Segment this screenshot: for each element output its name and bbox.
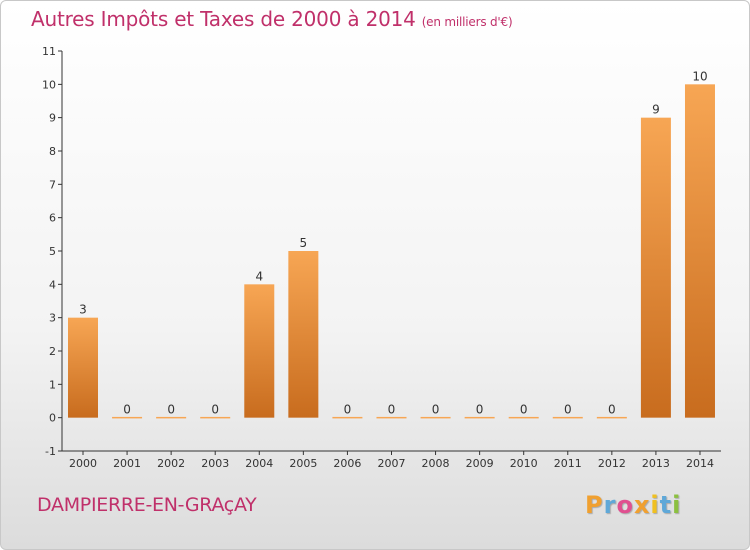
bar-2010: [508, 416, 539, 419]
x-tick-label-2009: 2009: [466, 457, 494, 470]
x-tick-label-2010: 2010: [510, 457, 538, 470]
axis-layer: -1 0 1 2 3 4 5 6 7 8 9 10 11 2000 2001 2002 2003 2004 2005…: [42, 45, 721, 470]
bar-2006: [332, 416, 363, 419]
logo-letter: i: [672, 491, 682, 519]
x-tick-label-2000: 2000: [69, 457, 97, 470]
x-tick-label-2004: 2004: [245, 457, 273, 470]
value-label-2011: 0: [564, 403, 572, 417]
y-tick-label: 1: [49, 378, 56, 391]
logo-letter: r: [603, 491, 617, 519]
bar-2007: [376, 416, 407, 419]
x-tick-label-2012: 2012: [598, 457, 626, 470]
bar-2002: [156, 416, 187, 419]
value-label-2014: 10: [692, 69, 707, 83]
bar-2012: [596, 416, 627, 419]
proxiti-logo[interactable]: Proxiti: [585, 491, 681, 519]
value-label-2007: 0: [388, 403, 396, 417]
chart-title-text: Autres Impôts et Taxes de 2000 à 2014: [31, 7, 416, 31]
bar-2001: [112, 416, 143, 419]
chart-unit: (en milliers d'€): [421, 15, 513, 29]
x-tick-label-2001: 2001: [113, 457, 141, 470]
value-label-2000: 3: [79, 303, 87, 317]
bar-2014: [684, 84, 715, 418]
y-tick-label: 8: [49, 145, 56, 158]
bar-2003: [200, 416, 231, 419]
logo-letter: o: [616, 491, 634, 519]
x-tick-label-2005: 2005: [289, 457, 317, 470]
y-tick-label: 2: [49, 345, 56, 358]
bar-2005: [288, 251, 319, 418]
value-label-2004: 4: [255, 269, 263, 283]
x-tick-label-2007: 2007: [377, 457, 405, 470]
y-tick-label: 6: [49, 212, 56, 225]
bar-2013: [640, 117, 671, 418]
x-tick-label-2008: 2008: [422, 457, 450, 470]
y-tick-label: 11: [42, 45, 56, 58]
bar-2004: [244, 284, 275, 418]
logo-letter: t: [659, 491, 673, 519]
logo-letter: i: [650, 491, 660, 519]
y-tick-label: 0: [49, 412, 56, 425]
value-label-2010: 0: [520, 403, 528, 417]
commune-name: DAMPIERRE-EN-GRAçAY: [37, 494, 257, 516]
y-tick-label: -1: [45, 445, 56, 458]
y-tick-label: 3: [49, 312, 56, 325]
bar-layer: [68, 84, 715, 419]
x-tick-label-2003: 2003: [201, 457, 229, 470]
x-tick-label-2014: 2014: [686, 457, 714, 470]
bar-2009: [464, 416, 495, 419]
value-label-2005: 5: [300, 236, 308, 250]
x-tick-label-2013: 2013: [642, 457, 670, 470]
value-label-2009: 0: [476, 403, 484, 417]
bar-2011: [552, 416, 583, 419]
bar-2008: [420, 416, 451, 419]
value-label-2013: 9: [652, 103, 660, 117]
value-label-2002: 0: [167, 403, 175, 417]
value-label-2001: 0: [123, 403, 131, 417]
y-tick-label: 7: [49, 178, 56, 191]
y-tick-label: 10: [42, 78, 56, 91]
y-tick-label: 4: [49, 278, 56, 291]
value-label-2008: 0: [432, 403, 440, 417]
label-layer: 3 0 0 0 4 5 0 0 0 0 0 0 0 9 10: [79, 69, 707, 416]
y-tick-label: 5: [49, 245, 56, 258]
x-tick-label-2011: 2011: [554, 457, 582, 470]
x-tick-label-2006: 2006: [333, 457, 361, 470]
logo-letter: x: [633, 491, 651, 519]
value-label-2012: 0: [608, 403, 616, 417]
chart-title: Autres Impôts et Taxes de 2000 à 2014 (en…: [31, 7, 513, 31]
logo-letter: P: [585, 491, 604, 519]
x-tick-label-2002: 2002: [157, 457, 185, 470]
y-tick-label: 9: [49, 112, 56, 125]
value-label-2006: 0: [344, 403, 352, 417]
value-label-2003: 0: [211, 403, 219, 417]
bar-2000: [68, 317, 98, 418]
